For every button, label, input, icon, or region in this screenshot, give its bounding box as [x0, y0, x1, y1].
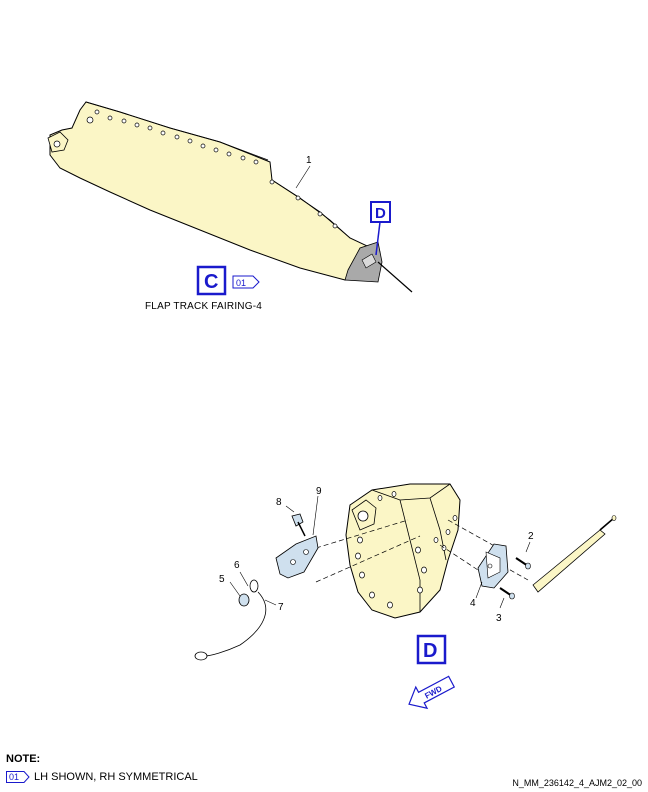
- effectivity-tag-text: 01: [236, 278, 246, 288]
- assembly-lines: [315, 519, 529, 583]
- detail-d-reference[interactable]: D: [370, 201, 391, 256]
- callout-1: 1: [306, 155, 312, 166]
- bolt-part-3: [499, 587, 515, 609]
- callout-4: 4: [470, 598, 476, 609]
- hardware-parts-5-6-7: [194, 571, 277, 661]
- callout-9: 9: [316, 486, 322, 497]
- actuator-rod: [532, 515, 617, 593]
- callout-6: 6: [234, 560, 240, 571]
- callout-3: 3: [496, 613, 502, 624]
- view-d-label: D: [416, 634, 447, 665]
- flap-track-fairing-drawing: [47, 101, 413, 293]
- bracket-part-9: [275, 495, 319, 579]
- callout-7: 7: [278, 602, 284, 613]
- callout-8: 8: [276, 497, 282, 508]
- note-line: 01 LH SHOWN, RH SYMMETRICAL: [6, 771, 198, 783]
- note-effectivity-tag[interactable]: 01: [6, 771, 30, 783]
- view-c-letter: C: [204, 271, 218, 293]
- document-id: N_MM_236142_4_AJM2_02_00: [512, 778, 642, 788]
- fitting-body-drawing: [345, 483, 461, 619]
- effectivity-tag-01[interactable]: 01: [232, 275, 260, 289]
- bolt-part-2: [515, 541, 531, 570]
- bolt-part-8: [285, 505, 306, 537]
- view-c-caption: FLAP TRACK FAIRING-4: [145, 301, 262, 312]
- hinge-plate-part-4: [475, 543, 509, 599]
- fwd-arrow-icon: FWD: [408, 675, 456, 710]
- note-title: NOTE:: [6, 753, 41, 765]
- callout-5: 5: [219, 574, 225, 585]
- detail-d-reference-label: D: [375, 205, 386, 222]
- callout-2: 2: [528, 531, 534, 542]
- view-c-label: C: [196, 265, 227, 296]
- view-d-letter: D: [423, 640, 437, 662]
- note-tag-text: 01: [9, 772, 20, 782]
- note-text: LH SHOWN, RH SYMMETRICAL: [34, 771, 198, 783]
